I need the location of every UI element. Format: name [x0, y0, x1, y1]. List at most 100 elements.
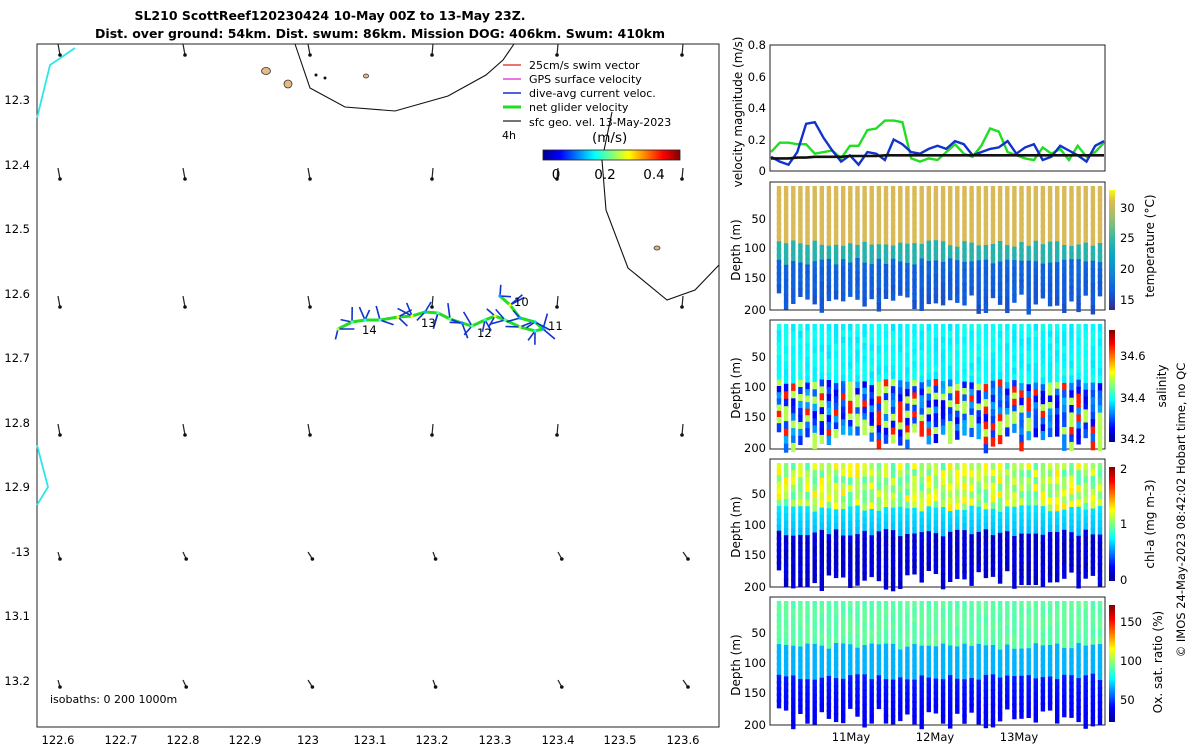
- profile-cell: [1005, 343, 1010, 353]
- profile-cell: [826, 192, 832, 202]
- profile-cell: [833, 678, 839, 688]
- profile-cell: [912, 324, 917, 334]
- profile-cell: [1083, 615, 1088, 625]
- profile-cell: [1040, 211, 1046, 221]
- profile-cell: [962, 268, 967, 278]
- profile-cell: [1019, 470, 1024, 480]
- profile-cell: [1012, 373, 1017, 383]
- profile-cell: [1005, 208, 1010, 218]
- profile-cell: [948, 265, 953, 274]
- profile-cell: [876, 273, 882, 283]
- profile-cell: [948, 284, 953, 294]
- profile-cell: [983, 384, 989, 394]
- profile-cell: [876, 483, 882, 493]
- profile-cell: [976, 494, 981, 504]
- profile-cell: [926, 254, 931, 264]
- profile-cell: [783, 229, 789, 238]
- profile-cell: [905, 514, 910, 524]
- profile-cell: [791, 513, 796, 523]
- profile-cell: [905, 262, 910, 272]
- profile-cell: [1019, 198, 1024, 208]
- profile-cell: [841, 362, 846, 372]
- profile-cell: [1040, 237, 1046, 247]
- profile-cell: [1019, 675, 1024, 685]
- map-x-tick: 123.4: [542, 733, 575, 747]
- profile-cell: [1005, 369, 1010, 379]
- profile-cell: [812, 206, 817, 216]
- profile-cell: [869, 218, 874, 228]
- sfc-velocity-arrow: [182, 423, 186, 436]
- profile-cell: [926, 632, 931, 642]
- profile-cell: [997, 712, 1003, 722]
- profile-cell: [1047, 350, 1053, 360]
- profile-cell: [1062, 563, 1067, 573]
- profile-cell: [1055, 356, 1060, 366]
- profile-cell: [948, 245, 953, 255]
- profile-cell: [969, 382, 974, 392]
- profile-cell: [1090, 433, 1096, 443]
- profile-cell: [1005, 395, 1010, 405]
- profile-cell: [905, 269, 910, 279]
- profile-cell: [1040, 491, 1046, 501]
- profile-cell: [798, 627, 803, 636]
- profile-cell: [776, 668, 782, 678]
- profile-cell: [905, 389, 910, 399]
- profile-cell: [1069, 614, 1074, 624]
- profile-cell: [990, 263, 996, 273]
- profile-cell: [1083, 469, 1088, 479]
- profile-cell: [1062, 230, 1067, 240]
- profile-cell: [990, 541, 996, 551]
- profile-cell: [848, 477, 853, 487]
- profile-cell: [990, 667, 996, 676]
- profile-cell: [890, 427, 896, 437]
- profile-cell: [862, 601, 867, 610]
- profile-cell: [1005, 512, 1010, 522]
- profile-cell: [905, 559, 910, 569]
- profile-cell: [912, 367, 917, 377]
- profile-cell: [976, 506, 981, 516]
- profile-cell: [876, 619, 882, 629]
- profile-cell: [1083, 248, 1088, 258]
- profile-cell: [912, 679, 917, 689]
- profile-cell: [933, 678, 939, 688]
- profile-cell: [905, 521, 910, 531]
- profile-cell: [912, 235, 917, 245]
- profile-cell: [1012, 233, 1017, 243]
- profile-cell: [1005, 356, 1010, 366]
- reef-islet: [323, 76, 327, 80]
- profile-cell: [841, 643, 846, 653]
- sfc-velocity-arrow: [307, 423, 311, 436]
- profile-cell: [776, 361, 782, 371]
- profile-cell: [1090, 253, 1096, 263]
- profile-cell: [862, 227, 867, 237]
- profile-cell: [948, 490, 953, 500]
- profile-cell: [940, 615, 946, 625]
- profile-cell: [955, 417, 960, 427]
- profile-cell: [855, 498, 860, 508]
- time-x-tick: 12May: [916, 730, 955, 744]
- profile-cell: [990, 601, 996, 610]
- profile-cell: [1040, 477, 1046, 487]
- profile-cell: [1083, 667, 1088, 677]
- profile-cell: [783, 186, 789, 195]
- profile-cell: [869, 469, 874, 479]
- profile-cell: [983, 230, 989, 240]
- colorbar-label: (m/s): [592, 130, 627, 146]
- profile-cell: [1005, 237, 1010, 247]
- profile-cell: [969, 350, 974, 360]
- profile-cell: [1005, 469, 1010, 479]
- profile-cell: [926, 331, 931, 341]
- profile-cell: [990, 237, 996, 247]
- profile-cell: [862, 324, 867, 334]
- profile-cell: [1019, 217, 1024, 227]
- profile-cell: [798, 422, 803, 432]
- profile-cell: [862, 551, 867, 561]
- profile-cell: [890, 205, 896, 215]
- profile-cell: [976, 525, 981, 535]
- profile-cell: [1055, 241, 1060, 251]
- profile-cell: [805, 629, 810, 639]
- profile-cell: [876, 331, 882, 341]
- depth-sections: 15 20 25 30 temperature (°C) 50 100 150 …: [729, 181, 1169, 744]
- profile-cell: [776, 198, 782, 208]
- profile-cell: [783, 300, 789, 310]
